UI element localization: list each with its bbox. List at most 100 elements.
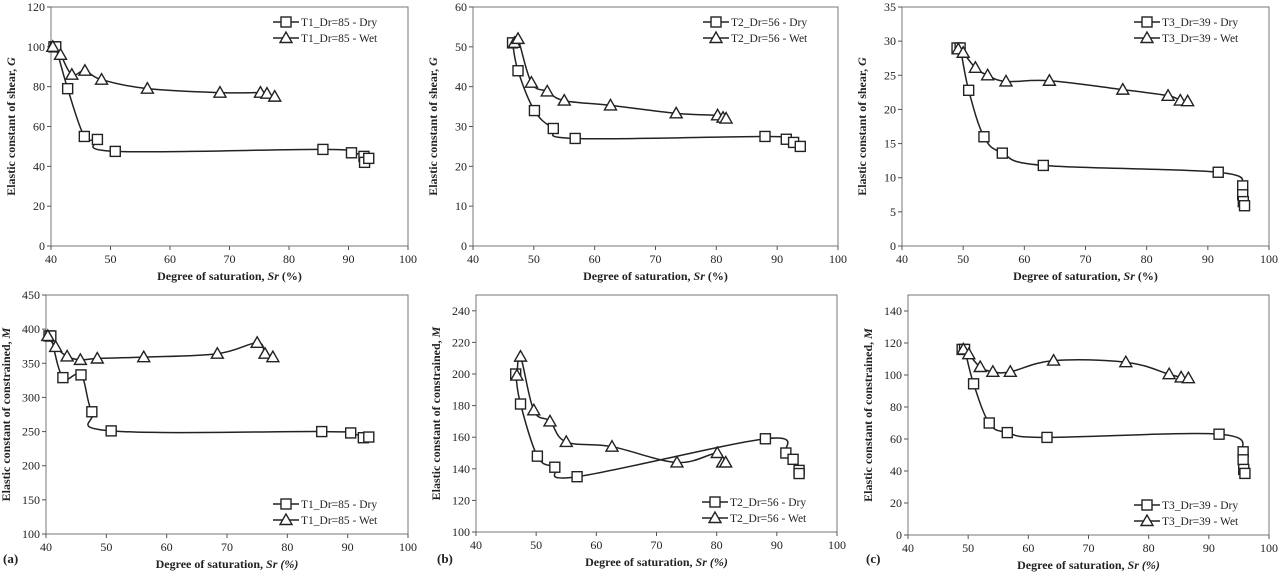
series-line xyxy=(956,43,1246,206)
data-point xyxy=(604,439,620,452)
data-point xyxy=(45,39,60,53)
x-tick-label: 50 xyxy=(962,541,974,555)
x-tick-label: 80 xyxy=(283,252,295,266)
data-point xyxy=(59,349,75,362)
x-axis-label-part: Degree of saturation, xyxy=(156,557,266,571)
x-tick-label: 50 xyxy=(100,540,112,554)
data-point xyxy=(542,413,558,427)
data-point xyxy=(996,147,1009,159)
legend-marker-triangle xyxy=(708,30,724,44)
x-tick-label: 40 xyxy=(896,252,908,266)
legend-marker-square xyxy=(280,498,292,510)
x-tick-label: 70 xyxy=(650,252,662,266)
x-tick-label: 40 xyxy=(902,541,914,555)
x-axis-label-part: (%) xyxy=(1135,269,1158,283)
x-tick-label: 70 xyxy=(1080,252,1092,266)
data-point xyxy=(985,364,1001,377)
y-axis-label-part: Elastic constant of shear, xyxy=(855,66,869,196)
x-tick-label: 90 xyxy=(1202,252,1214,266)
legend-marker-triangle xyxy=(1139,30,1155,44)
legend: T1_Dr=85 - Dry T1_Dr=85 - Wet xyxy=(273,16,378,45)
y-axis-label-part: Elastic constant of constrained, xyxy=(0,338,13,501)
data-point xyxy=(1239,467,1251,480)
x-tick-label: 100 xyxy=(828,538,846,552)
data-point xyxy=(317,143,329,156)
x-tick-label: 60 xyxy=(164,252,176,266)
legend-marker-square xyxy=(1141,499,1153,511)
x-tick-label: 40 xyxy=(45,252,57,266)
x-axis-label-part: Sr xyxy=(694,269,706,283)
y-tick-label: 140 xyxy=(452,462,470,476)
x-tick-label: 50 xyxy=(530,538,542,552)
x-tick-label: 80 xyxy=(710,252,722,266)
panel-label: (c) xyxy=(866,551,880,566)
y-tick-label: 35 xyxy=(884,0,896,14)
x-tick-label: 90 xyxy=(342,540,354,554)
x-tick-label: 40 xyxy=(467,252,479,266)
data-point xyxy=(1237,454,1249,466)
data-point xyxy=(257,346,273,359)
data-point xyxy=(1041,431,1053,444)
data-point xyxy=(210,346,225,359)
series-wet xyxy=(951,41,1195,107)
x-axis-label-part: Degree of saturation, xyxy=(585,555,695,569)
x-tick-label: 40 xyxy=(470,538,482,552)
data-point xyxy=(1160,88,1176,101)
y-tick-label: 10 xyxy=(455,199,467,213)
y-axis-label-part: Elastic constant of constrained, xyxy=(861,339,875,502)
data-point xyxy=(267,89,282,102)
data-point xyxy=(1180,93,1195,107)
x-tick-label: 70 xyxy=(224,252,236,266)
y-axis-label-part: G xyxy=(855,57,869,66)
chart-panel-2: 40 50 60 70 80 90 100 0 10 20 30 40 50 60 Degree of sa… xyxy=(426,0,847,283)
y-tick-label: 40 xyxy=(33,159,45,173)
legend-marker-square xyxy=(709,496,721,508)
data-point xyxy=(1042,73,1057,86)
data-point xyxy=(512,65,524,77)
data-point xyxy=(526,402,541,416)
y-axis-label-part: Elastic constant of shear, xyxy=(426,66,440,196)
y-axis-label: Elastic constant of shear, G xyxy=(426,57,440,196)
y-tick-label: 40 xyxy=(890,464,902,478)
x-tick-label: 90 xyxy=(771,538,783,552)
data-point xyxy=(510,31,526,45)
legend-label: T3_Dr=39 - Wet xyxy=(1162,516,1239,528)
legend-marker-triangle xyxy=(278,512,294,526)
legend-marker-triangle xyxy=(707,510,723,524)
y-tick-label: 350 xyxy=(22,356,40,370)
legend-label: T2_Dr=56 - Wet xyxy=(730,513,807,525)
data-point xyxy=(53,47,68,60)
legend: T1_Dr=85 - Dry T1_Dr=85 - Wet xyxy=(273,498,378,527)
legend-label: T2_Dr=56 - Dry xyxy=(731,17,807,29)
legend: T2_Dr=56 - Dry T2_Dr=56 - Wet xyxy=(703,16,808,45)
series-line xyxy=(48,331,369,439)
x-tick-label: 80 xyxy=(281,540,293,554)
x-tick-label: 60 xyxy=(1022,541,1034,555)
y-tick-label: 240 xyxy=(452,304,470,318)
legend: T2_Dr=56 - Dry T2_Dr=56 - Wet xyxy=(702,496,807,525)
data-point xyxy=(524,75,539,88)
data-point xyxy=(1001,426,1013,439)
series-wet xyxy=(507,31,734,124)
x-tick-label: 60 xyxy=(590,538,602,552)
y-axis-label-part: G xyxy=(4,57,18,66)
x-axis-label-part: Sr xyxy=(1124,269,1136,283)
chart-panel-6: 40 50 60 70 80 90 100 0 20 40 60 80 100 120 140 Degree … xyxy=(861,294,1278,572)
data-point xyxy=(363,152,375,165)
chart-panel-5: 40 50 60 70 80 90 100 100 120 140 160 180 200 220 240 D… xyxy=(429,294,846,569)
data-point xyxy=(140,81,155,94)
x-tick-label: 60 xyxy=(1018,252,1030,266)
y-tick-label: 100 xyxy=(27,40,45,54)
data-point xyxy=(1118,354,1134,368)
y-axis-label-part: G xyxy=(426,57,440,66)
y-tick-label: 60 xyxy=(890,432,902,446)
data-point xyxy=(571,471,583,483)
data-point xyxy=(557,93,572,106)
series-dry xyxy=(956,343,1251,480)
x-tick-label: 100 xyxy=(399,540,417,554)
data-point xyxy=(787,453,799,466)
x-axis-label-part: (%) xyxy=(705,269,728,283)
data-point xyxy=(569,132,581,145)
x-axis-label-part: Sr xyxy=(696,555,708,569)
